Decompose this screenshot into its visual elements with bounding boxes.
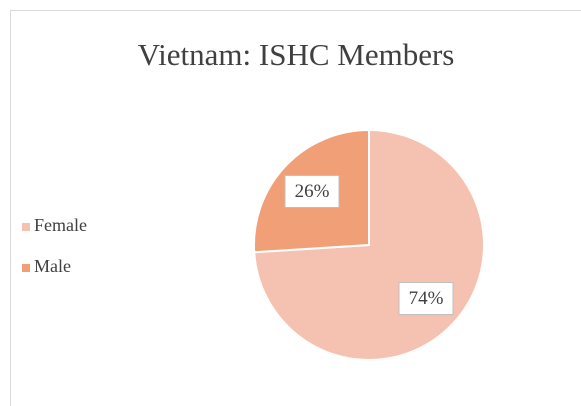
- legend-label: Female: [34, 215, 87, 235]
- chart-title: Vietnam: ISHC Members: [138, 37, 455, 72]
- legend-label: Male: [34, 256, 71, 276]
- legend-swatch: [22, 223, 30, 231]
- data-label: 26%: [295, 181, 330, 202]
- legend-swatch: [22, 264, 30, 272]
- data-label-box: [284, 174, 340, 208]
- data-label: 74%: [409, 288, 444, 309]
- data-label-box: [398, 282, 454, 316]
